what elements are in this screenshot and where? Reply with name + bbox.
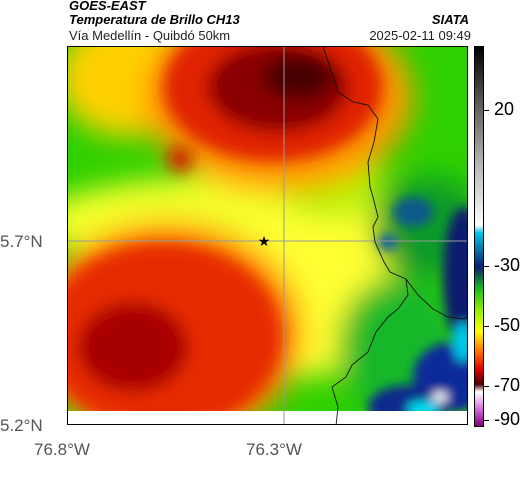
source-label: SIATA xyxy=(431,12,469,27)
y-axis-label-5-7n: 5.7°N xyxy=(0,232,43,251)
colorbar-tick xyxy=(484,266,489,267)
product-title: Temperatura de Brillo CH13 xyxy=(69,12,240,27)
colorbar-label-minus30: -30 xyxy=(494,255,521,275)
colorbar-tick xyxy=(484,326,489,327)
colorbar-label-minus90: -90 xyxy=(494,409,521,429)
colorbar-tick xyxy=(484,110,489,111)
colorbar-label-minus70: -70 xyxy=(494,375,521,395)
department-border xyxy=(322,47,409,424)
colorbar-tick xyxy=(484,420,489,421)
satellite-map[interactable]: ★ xyxy=(67,46,468,425)
temperature-colorbar xyxy=(474,46,484,427)
x-axis-label-76-3w: 76.3°W xyxy=(246,440,302,459)
department-border-east xyxy=(405,278,467,320)
satellite-title: GOES-EAST xyxy=(69,0,146,13)
temperature-field xyxy=(68,47,467,424)
colorbar-label-20: 20 xyxy=(494,99,515,119)
colorbar-label-minus50: -50 xyxy=(494,315,521,335)
colorbar-tick xyxy=(484,386,489,387)
region-subtitle: Vía Medellín - Quibdó 50km xyxy=(69,28,231,43)
location-marker[interactable]: ★ xyxy=(258,233,271,249)
timestamp: 2025-02-11 09:49 xyxy=(369,28,471,43)
y-axis-label-5-2n: 5.2°N xyxy=(0,416,43,435)
x-axis-label-76-8w: 76.8°W xyxy=(34,440,90,459)
